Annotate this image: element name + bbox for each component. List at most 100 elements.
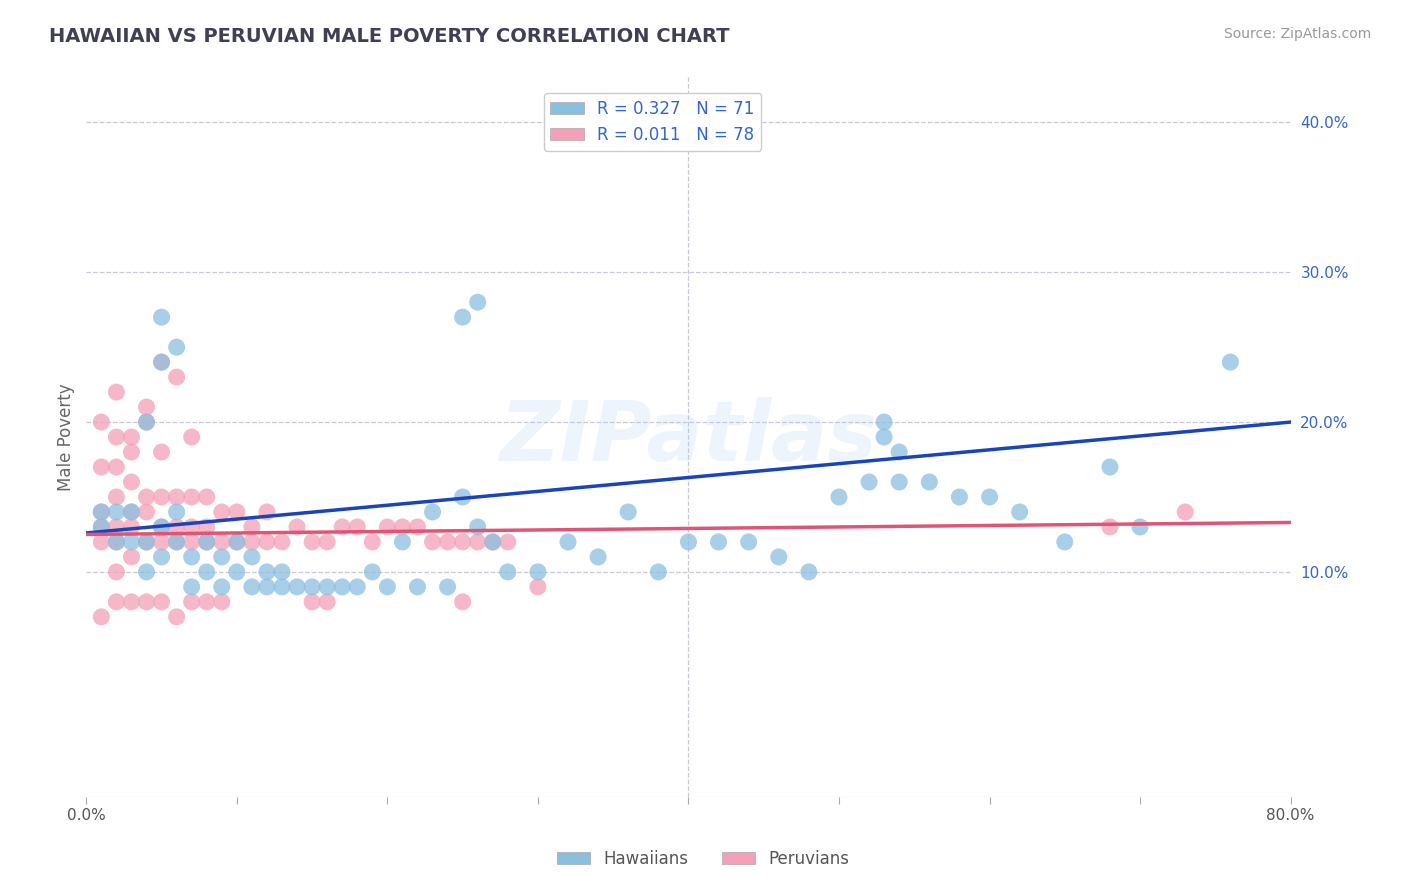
Point (346, 580, 368, 594)
Point (211, 505, 233, 519)
Point (166, 340, 188, 354)
Point (467, 520, 489, 534)
Legend: Hawaiians, Peruvians: Hawaiians, Peruvians (550, 844, 856, 875)
Point (150, 355, 173, 369)
Point (135, 490, 157, 504)
Point (828, 490, 851, 504)
Point (120, 549, 142, 564)
Point (90, 520, 112, 534)
Point (105, 460, 128, 475)
Point (105, 385, 128, 400)
Point (256, 535, 278, 549)
Point (225, 565, 247, 579)
Point (391, 535, 413, 549)
Point (481, 535, 503, 549)
Point (195, 565, 218, 579)
Point (150, 549, 173, 564)
Point (120, 535, 142, 549)
Point (240, 580, 263, 594)
Point (90, 415, 112, 429)
Point (90, 505, 112, 519)
Point (346, 520, 368, 534)
Point (195, 520, 218, 534)
Point (166, 535, 188, 549)
Point (211, 535, 233, 549)
Point (105, 490, 128, 504)
Point (467, 295, 489, 310)
Point (135, 415, 157, 429)
Point (1129, 520, 1152, 534)
Point (918, 475, 941, 489)
Point (889, 445, 911, 459)
Point (361, 565, 384, 579)
Point (436, 535, 458, 549)
Point (150, 535, 173, 549)
Point (135, 535, 157, 549)
Point (737, 535, 759, 549)
Point (105, 505, 128, 519)
Point (377, 580, 399, 594)
Point (301, 535, 323, 549)
Point (166, 535, 188, 549)
Point (120, 430, 142, 444)
Point (195, 490, 218, 504)
Point (135, 595, 157, 609)
Point (707, 535, 730, 549)
Point (90, 505, 112, 519)
Point (316, 580, 339, 594)
Point (225, 535, 247, 549)
Point (1008, 505, 1031, 519)
Point (1098, 520, 1121, 534)
Point (316, 535, 339, 549)
Point (120, 595, 142, 609)
Point (377, 520, 399, 534)
Point (301, 595, 323, 609)
Point (135, 505, 157, 519)
Point (166, 610, 188, 624)
Point (256, 505, 278, 519)
Point (271, 565, 294, 579)
Point (195, 535, 218, 549)
Point (135, 400, 157, 414)
Point (105, 535, 128, 549)
Point (90, 610, 112, 624)
Point (467, 535, 489, 549)
Point (451, 595, 474, 609)
Y-axis label: Male Poverty: Male Poverty (58, 384, 75, 491)
Text: Source: ZipAtlas.com: Source: ZipAtlas.com (1223, 27, 1371, 41)
Point (285, 580, 308, 594)
Point (330, 580, 353, 594)
Point (135, 565, 157, 579)
Point (361, 535, 384, 549)
Point (422, 505, 444, 519)
Point (979, 490, 1001, 504)
Point (166, 505, 188, 519)
Point (105, 430, 128, 444)
Point (195, 535, 218, 549)
Point (150, 595, 173, 609)
Point (211, 549, 233, 564)
Point (120, 445, 142, 459)
Point (120, 475, 142, 489)
Point (180, 580, 202, 594)
Point (557, 535, 579, 549)
Point (150, 355, 173, 369)
Point (301, 580, 323, 594)
Point (105, 565, 128, 579)
Point (451, 535, 474, 549)
Point (166, 370, 188, 384)
Point (150, 520, 173, 534)
Point (1053, 535, 1076, 549)
Point (195, 595, 218, 609)
Point (120, 505, 142, 519)
Point (150, 445, 173, 459)
Point (90, 460, 112, 475)
Point (391, 520, 413, 534)
Point (889, 475, 911, 489)
Point (256, 580, 278, 594)
Point (211, 595, 233, 609)
Point (768, 549, 790, 564)
Point (180, 535, 202, 549)
Point (406, 580, 429, 594)
Point (496, 535, 519, 549)
